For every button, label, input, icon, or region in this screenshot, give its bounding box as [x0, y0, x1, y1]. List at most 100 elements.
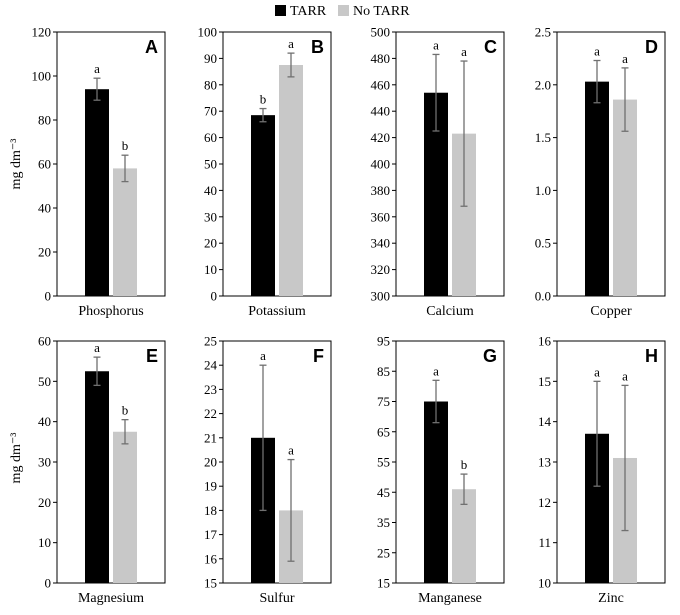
significance-letter: a [288, 443, 294, 458]
y-tick-label: 80 [204, 77, 217, 92]
y-tick-label: 11 [538, 535, 551, 550]
y-tick-label: 50 [204, 157, 217, 172]
plot-frame [395, 31, 505, 297]
bar-tarr [85, 371, 109, 583]
panel-a: 0 20 40 60 80 100 120 Aa b Phosphorus [32, 25, 166, 319]
y-tick-label: 24 [204, 358, 218, 373]
x-category-label: Manganese [418, 591, 482, 606]
y-tick-label: 10 [538, 576, 551, 591]
y-tick-label: 400 [371, 157, 391, 172]
y-tick-label: 0 [45, 576, 52, 591]
legend-label-tarr: TARR [290, 4, 327, 19]
plot-frame [556, 31, 666, 297]
significance-letter: b [461, 457, 468, 472]
y-tick-label: 480 [371, 51, 391, 66]
y-tick-label: 12 [538, 495, 551, 510]
y-tick-label: 75 [377, 394, 390, 409]
panel-e: 0 10 20 30 40 50 60 Ea b Magnesium [38, 334, 166, 606]
significance-letter: a [433, 363, 439, 378]
y-tick-label: 0.0 [535, 289, 551, 304]
plot-frame [222, 31, 332, 297]
y-tick-label: 20 [204, 236, 217, 251]
x-category-label: Zinc [598, 591, 624, 606]
y-tick-label: 25 [204, 334, 217, 349]
significance-letter: a [622, 51, 628, 66]
legend-swatch-no-tarr [338, 5, 349, 16]
panel-letter: F [313, 346, 324, 366]
x-category-label: Magnesium [78, 591, 144, 606]
significance-letter: a [622, 368, 628, 383]
legend: TARR No TARR [275, 4, 410, 19]
significance-letter: a [260, 348, 266, 363]
y-tick-label: 440 [371, 104, 391, 119]
x-category-label: Potassium [248, 304, 306, 319]
y-tick-label: 35 [377, 515, 390, 530]
panel-letter: B [311, 37, 324, 57]
plot-frame [222, 340, 332, 584]
y-tick-label: 0 [45, 289, 52, 304]
panel-h: 10 11 12 13 14 15 16 Ha a Zinc [538, 334, 666, 606]
significance-letter: a [461, 44, 467, 59]
y-tick-label: 55 [377, 455, 390, 470]
y-tick-label: 60 [38, 334, 51, 349]
panel-letter: E [146, 346, 158, 366]
panel-d: 0.0 0.5 1.0 1.5 2.0 2.5 Da a Copper [535, 25, 666, 319]
y-tick-label: 17 [204, 527, 218, 542]
significance-letter: a [288, 36, 294, 51]
y-tick-label: 22 [204, 406, 217, 421]
panel-letter: C [484, 37, 497, 57]
y-tick-label: 21 [204, 430, 217, 445]
y-axis-label-top: mg dm⁻³ [9, 139, 24, 190]
panel-letter: D [645, 37, 658, 57]
significance-letter: a [594, 364, 600, 379]
panel-letter: G [483, 346, 497, 366]
y-tick-label: 25 [377, 545, 390, 560]
y-tick-label: 40 [38, 201, 51, 216]
y-tick-label: 20 [204, 455, 217, 470]
y-tick-label: 18 [204, 503, 217, 518]
significance-letter: a [433, 37, 439, 52]
y-tick-label: 320 [371, 262, 391, 277]
significance-letter: a [94, 340, 100, 355]
bar-tarr [424, 401, 448, 583]
y-tick-label: 380 [371, 183, 391, 198]
legend-label-no-tarr: No TARR [353, 4, 410, 19]
bar-no-tarr [113, 168, 137, 296]
y-tick-label: 16 [204, 551, 218, 566]
y-tick-label: 40 [204, 183, 217, 198]
bar-tarr [85, 89, 109, 296]
significance-letter: a [594, 44, 600, 59]
y-tick-label: 40 [38, 414, 51, 429]
plot-frame [56, 340, 166, 584]
y-tick-label: 340 [371, 236, 391, 251]
significance-letter: b [260, 92, 267, 107]
y-tick-label: 14 [538, 414, 552, 429]
legend-swatch-tarr [275, 5, 286, 16]
y-tick-label: 70 [204, 104, 217, 119]
x-category-label: Copper [590, 304, 632, 319]
bar-tarr [585, 81, 609, 296]
y-tick-label: 20 [38, 245, 51, 260]
y-tick-label: 60 [204, 130, 217, 145]
bar-no-tarr [279, 65, 303, 296]
panel-letter: H [645, 346, 658, 366]
bar-tarr [251, 115, 275, 296]
y-tick-label: 30 [204, 209, 217, 224]
y-tick-label: 20 [38, 495, 51, 510]
y-tick-label: 300 [371, 289, 391, 304]
y-tick-label: 80 [38, 113, 51, 128]
plot-frame [56, 31, 166, 297]
x-category-label: Calcium [426, 304, 474, 319]
y-tick-label: 45 [377, 485, 390, 500]
y-tick-label: 100 [32, 69, 52, 84]
plot-frame [556, 340, 666, 584]
y-tick-label: 90 [204, 51, 217, 66]
y-tick-label: 15 [538, 374, 551, 389]
panel-c: 300 320 340 360 380 400 420 440 460 480 500 Ca a Calc… [371, 25, 505, 319]
bar-no-tarr [113, 431, 137, 583]
y-tick-label: 500 [371, 25, 391, 40]
y-tick-label: 15 [204, 576, 217, 591]
y-tick-label: 120 [32, 25, 52, 40]
y-tick-label: 85 [377, 364, 390, 379]
